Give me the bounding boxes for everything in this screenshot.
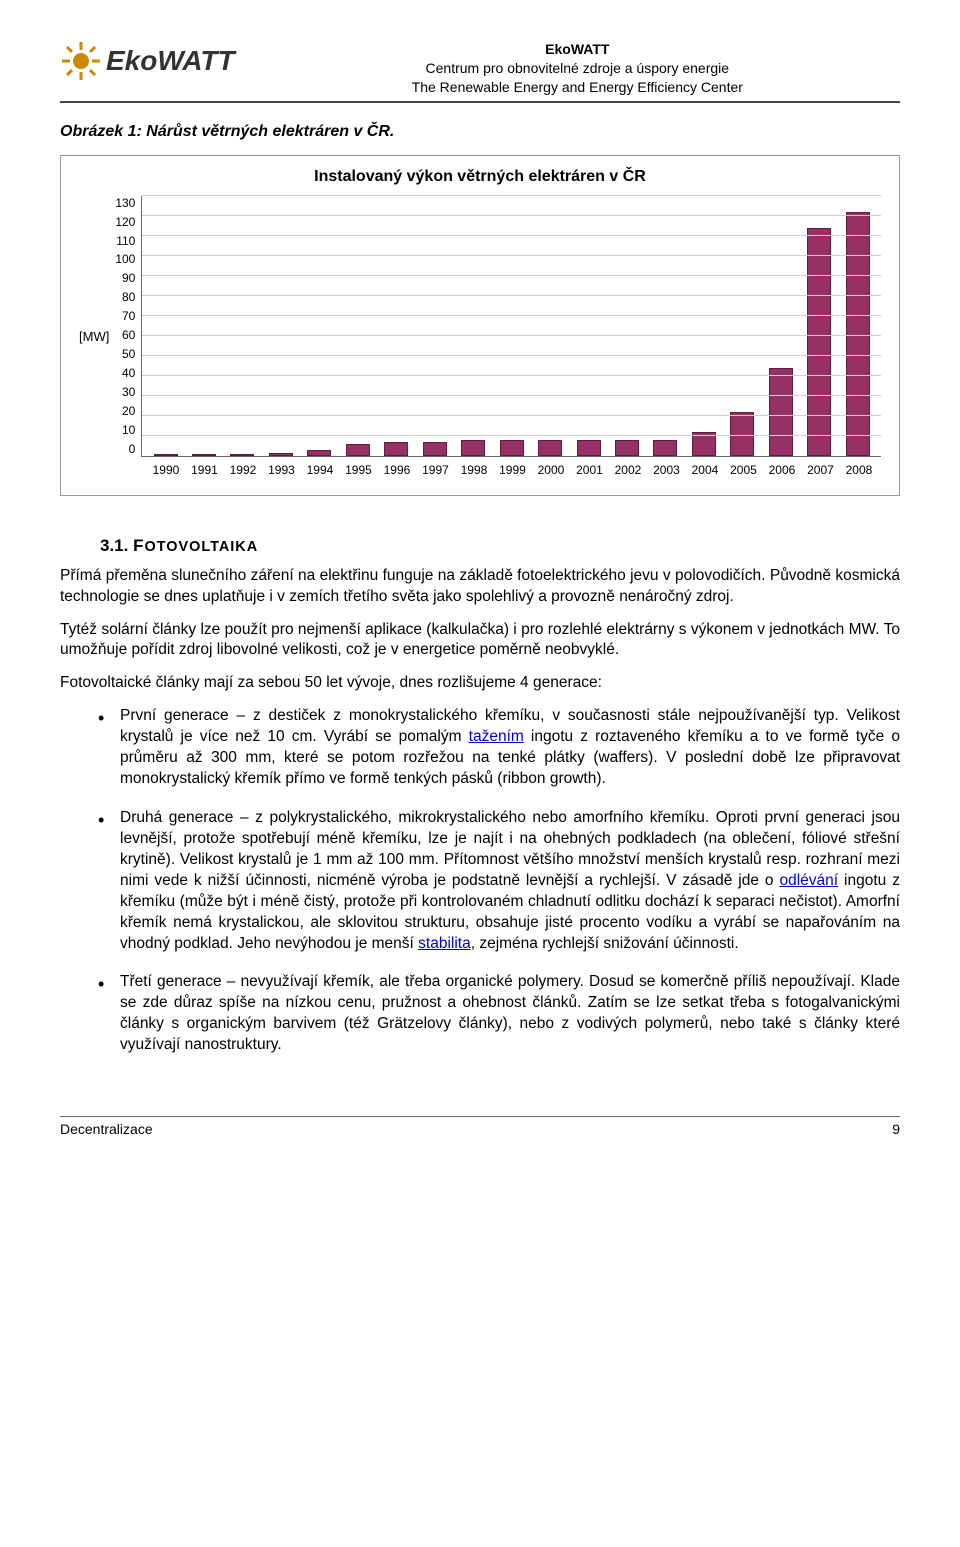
y-tick: 40	[115, 366, 135, 380]
x-tick: 2007	[807, 463, 831, 477]
logo: EkoWATT	[60, 40, 235, 82]
chart-body: [MW] 1301201101009080706050403020100 199…	[79, 196, 881, 477]
grid-line	[142, 395, 881, 396]
x-tick: 1991	[191, 463, 215, 477]
x-tick: 1990	[153, 463, 177, 477]
header-line1: EkoWATT	[255, 40, 900, 59]
y-ticks: 1301201101009080706050403020100	[115, 196, 141, 456]
section-title: FOTOVOLTAIKA	[133, 536, 258, 555]
section-heading: 3.1. FOTOVOLTAIKA	[100, 536, 900, 556]
x-tick: 2004	[692, 463, 716, 477]
x-tick: 1996	[384, 463, 408, 477]
grid-line	[142, 315, 881, 316]
bar	[846, 212, 870, 456]
footer-left: Decentralizace	[60, 1121, 153, 1137]
y-tick: 120	[115, 215, 135, 229]
y-tick: 30	[115, 385, 135, 399]
y-tick: 100	[115, 252, 135, 266]
bar	[154, 454, 178, 456]
grid-line	[142, 275, 881, 276]
x-tick: 1993	[268, 463, 292, 477]
grid-line	[142, 375, 881, 376]
y-tick: 70	[115, 309, 135, 323]
x-tick: 1992	[230, 463, 254, 477]
y-axis-label: [MW]	[79, 329, 109, 344]
figure-caption: Obrázek 1: Nárůst větrných elektráren v …	[60, 123, 900, 141]
bar	[230, 454, 254, 456]
grid-line	[142, 415, 881, 416]
footer-page-number: 9	[892, 1121, 900, 1137]
chart-title: Instalovaný výkon větrných elektráren v …	[79, 168, 881, 186]
link-tazenim[interactable]: tažením	[469, 728, 524, 745]
x-ticks: 1990 1991 1992 1993 1994 1995 1996 1997 1998 1999…	[141, 463, 881, 477]
section-number: 3.1.	[100, 536, 128, 555]
bullet-text: , zejména rychlejší snižování účinnosti.	[471, 935, 739, 952]
grid-line	[142, 215, 881, 216]
list-item: Třetí generace – nevyužívají křemík, ale…	[120, 972, 900, 1056]
y-tick: 20	[115, 404, 135, 418]
x-tick: 1995	[345, 463, 369, 477]
list-item: První generace – z destiček z monokrysta…	[120, 706, 900, 790]
x-tick: 2006	[769, 463, 793, 477]
x-tick: 2000	[538, 463, 562, 477]
bar	[538, 440, 562, 456]
bar	[384, 442, 408, 456]
y-tick: 60	[115, 328, 135, 342]
grid-line	[142, 295, 881, 296]
x-tick: 2005	[730, 463, 754, 477]
x-tick: 2008	[846, 463, 870, 477]
x-tick: 2001	[576, 463, 600, 477]
grid-line	[142, 235, 881, 236]
generation-list: První generace – z destiček z monokrysta…	[60, 706, 900, 1056]
bar	[769, 368, 793, 456]
y-tick: 80	[115, 290, 135, 304]
y-tick: 130	[115, 196, 135, 210]
x-tick: 2003	[653, 463, 677, 477]
grid-line	[142, 255, 881, 256]
plot-area	[141, 196, 881, 457]
bar	[807, 228, 831, 456]
link-stabilita[interactable]: stabilita	[418, 935, 471, 952]
x-tick: 1998	[461, 463, 485, 477]
chart-frame: Instalovaný výkon větrných elektráren v …	[60, 155, 900, 496]
paragraph-2: Tytéž solární články lze použít pro nejm…	[60, 620, 900, 662]
paragraph-1: Přímá přeměna slunečního záření na elekt…	[60, 566, 900, 608]
header-text: EkoWATT Centrum pro obnovitelné zdroje a…	[255, 40, 900, 97]
grid-line	[142, 355, 881, 356]
y-tick: 50	[115, 347, 135, 361]
header-line3: The Renewable Energy and Energy Efficien…	[255, 78, 900, 97]
page-footer: Decentralizace 9	[60, 1116, 900, 1137]
bar	[269, 453, 293, 456]
grid-line	[142, 435, 881, 436]
logo-text: EkoWATT	[106, 45, 235, 77]
bar	[346, 444, 370, 456]
bar	[730, 412, 754, 456]
bar	[653, 440, 677, 456]
header-line2: Centrum pro obnovitelné zdroje a úspory …	[255, 59, 900, 78]
y-tick: 0	[115, 442, 135, 456]
bar	[615, 440, 639, 456]
sun-icon	[60, 40, 102, 82]
x-tick: 1997	[422, 463, 446, 477]
grid-line	[142, 195, 881, 196]
grid-line	[142, 335, 881, 336]
x-tick: 1994	[307, 463, 331, 477]
bar	[500, 440, 524, 456]
x-tick: 2002	[615, 463, 639, 477]
bar	[307, 450, 331, 456]
list-item: Druhá generace – z polykrystalického, mi…	[120, 808, 900, 954]
bar	[192, 454, 216, 456]
y-tick: 90	[115, 271, 135, 285]
bar	[577, 440, 601, 456]
bar	[461, 440, 485, 456]
bullet-text: Třetí generace – nevyužívají křemík, ale…	[120, 973, 900, 1053]
y-tick: 110	[115, 234, 135, 248]
link-odlevani[interactable]: odlévání	[780, 872, 839, 889]
paragraph-3: Fotovoltaické články mají za sebou 50 le…	[60, 673, 900, 694]
page-header: EkoWATT EkoWATT Centrum pro obnovitelné …	[60, 40, 900, 103]
bar	[423, 442, 447, 456]
x-tick: 1999	[499, 463, 523, 477]
y-tick: 10	[115, 423, 135, 437]
